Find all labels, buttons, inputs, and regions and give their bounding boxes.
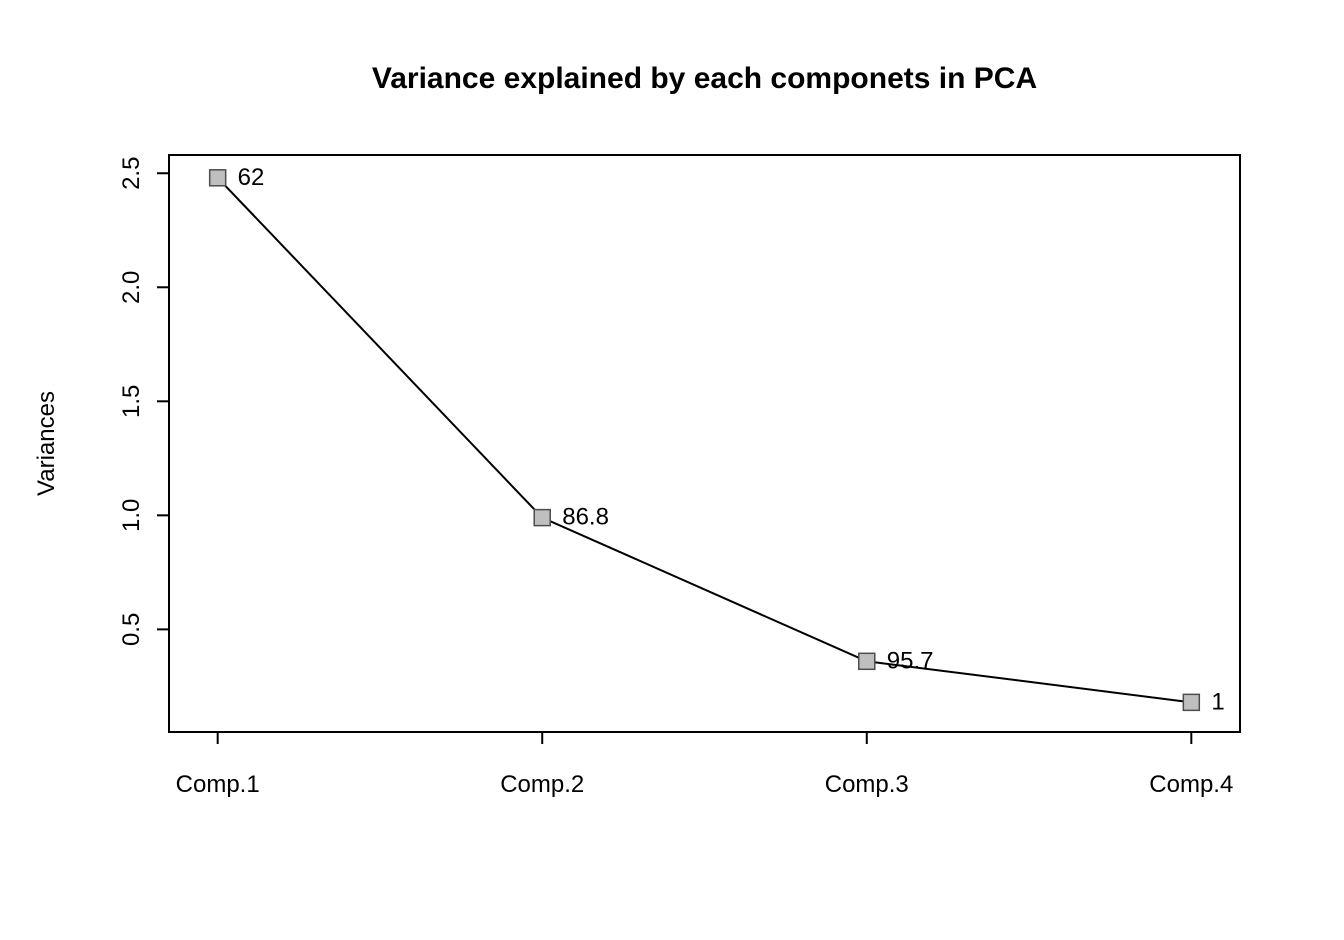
data-marker [210,170,226,186]
data-marker [859,653,875,669]
x-tick-label: Comp.3 [825,771,909,798]
y-tick-label: 2.0 [118,271,145,304]
data-marker [534,510,550,526]
x-tick-label: Comp.4 [1149,771,1233,798]
point-label: 86.8 [562,504,609,531]
point-label: 95.7 [887,647,934,674]
y-tick-label: 2.5 [118,157,145,190]
point-label: 62 [238,164,265,191]
y-tick-label: 1.0 [118,499,145,532]
y-tick-label: 0.5 [118,613,145,646]
x-tick-label: Comp.2 [500,771,584,798]
point-label: 1 [1211,688,1224,715]
chart-background [0,0,1344,940]
scree-plot: Variance explained by each componets in … [0,0,1344,940]
y-tick-label: 1.5 [118,385,145,418]
data-marker [1183,694,1199,710]
x-tick-label: Comp.1 [176,771,260,798]
chart-title: Variance explained by each componets in … [372,62,1037,95]
chart-container: Variance explained by each componets in … [0,0,1344,940]
y-axis-label: Variances [33,391,60,496]
